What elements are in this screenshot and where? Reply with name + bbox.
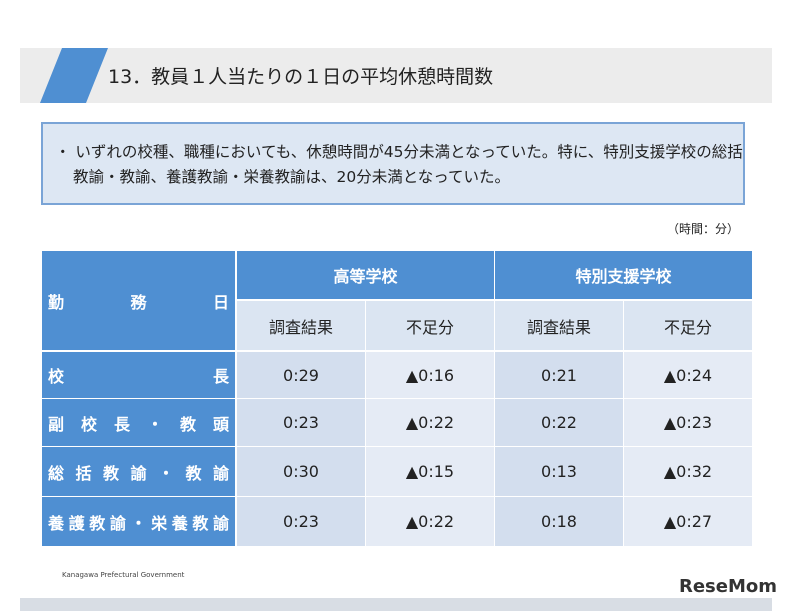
row-header-text: 総括教諭・教諭 — [48, 463, 229, 483]
sub-header: 不足分 — [624, 301, 752, 350]
row-header-text: 校長 — [48, 367, 229, 386]
data-cell: ▲0:24 — [624, 352, 752, 398]
title-accent — [40, 48, 108, 103]
unit-label: （時間：分） — [666, 222, 739, 236]
data-cell: ▲0:22 — [366, 399, 494, 446]
data-cell: ▲0:16 — [366, 352, 494, 398]
row-header-text: 養護教諭・栄養教諭 — [48, 513, 229, 533]
title: 13．教員１人当たりの１日の平均休憩時間数 — [108, 66, 494, 88]
data-cell: 0:13 — [495, 447, 623, 496]
data-cell: 0:30 — [237, 447, 365, 496]
data-cell: ▲0:27 — [624, 497, 752, 546]
data-cell: 0:23 — [237, 399, 365, 446]
data-cell: 0:21 — [495, 352, 623, 398]
data-cell: 0:29 — [237, 352, 365, 398]
data-cell: 0:23 — [237, 497, 365, 546]
sub-header: 不足分 — [366, 301, 494, 350]
row-header: 校長 — [42, 352, 235, 398]
corner-header: 勤務日 — [42, 251, 235, 350]
sub-header: 調査結果 — [495, 301, 623, 350]
logo: ReseMom — [678, 576, 777, 597]
group-header: 特別支援学校 — [495, 251, 752, 299]
data-cell: 0:18 — [495, 497, 623, 546]
data-cell: ▲0:23 — [624, 399, 752, 446]
sub-header: 調査結果 — [237, 301, 365, 350]
note-box: ・ いずれの校種、職種においても、休憩時間が45分未満となっていた。特に、特別支… — [41, 122, 745, 205]
data-cell: 0:22 — [495, 399, 623, 446]
title-band — [20, 48, 772, 103]
bottom-strip — [20, 598, 772, 611]
data-cell: ▲0:32 — [624, 447, 752, 496]
group-header: 高等学校 — [237, 251, 494, 299]
row-header-text: 副校長・教頭 — [48, 414, 229, 434]
row-header: 総括教諭・教諭 — [42, 447, 235, 496]
note-text: ・ いずれの校種、職種においても、休憩時間が45分未満となっていた。特に、特別支… — [55, 143, 743, 186]
data-cell: ▲0:22 — [366, 497, 494, 546]
corner-header-text: 勤務日 — [48, 292, 229, 312]
data-cell: ▲0:15 — [366, 447, 494, 496]
row-header: 副校長・教頭 — [42, 399, 235, 446]
row-header: 養護教諭・栄養教諭 — [42, 497, 235, 546]
footer: Kanagawa Prefectural Government — [62, 571, 185, 579]
